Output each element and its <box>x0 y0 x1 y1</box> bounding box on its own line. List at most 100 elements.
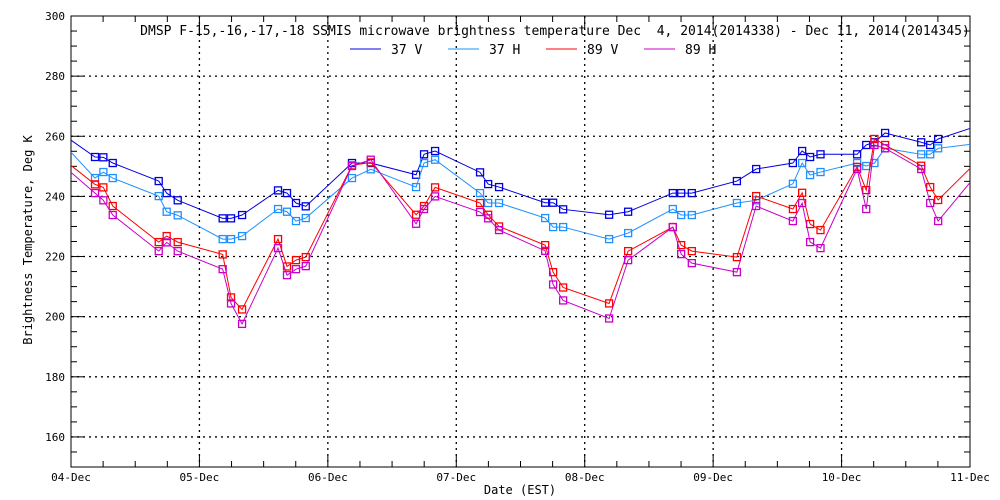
data-point <box>917 138 926 147</box>
data-point <box>862 140 871 150</box>
y-tick-label: 300 <box>45 10 65 23</box>
y-tick-label: 160 <box>45 431 65 444</box>
series-line <box>70 144 971 325</box>
data-point <box>933 144 943 153</box>
x-tick-label: 11-Dec <box>950 471 990 484</box>
data-point <box>173 196 182 205</box>
legend-label: 89 V <box>587 43 618 58</box>
data-point <box>604 314 614 323</box>
data-point <box>411 219 421 228</box>
data-point <box>805 152 815 162</box>
data-point <box>108 158 117 168</box>
data-point <box>475 207 485 217</box>
data-point <box>732 252 742 262</box>
data-point <box>237 319 247 329</box>
data-point <box>926 198 935 208</box>
data-point <box>419 158 429 168</box>
data-point <box>797 188 807 197</box>
data-point <box>90 188 100 198</box>
data-point <box>411 182 421 192</box>
data-point <box>870 140 879 150</box>
data-point <box>541 246 550 255</box>
data-point <box>933 134 943 144</box>
data-point <box>218 234 227 244</box>
data-point <box>291 198 301 208</box>
data-point <box>816 243 825 253</box>
data-point <box>483 198 493 208</box>
data-point <box>419 150 429 159</box>
data-point <box>173 246 182 256</box>
legend-label: 89 H <box>685 43 716 58</box>
data-point <box>430 192 440 201</box>
data-point <box>411 170 421 179</box>
data-point <box>108 210 117 220</box>
data-point <box>99 183 108 192</box>
data-point <box>475 168 485 177</box>
data-point <box>604 210 614 219</box>
data-point <box>732 268 742 277</box>
data-point <box>273 243 283 253</box>
data-point <box>880 144 890 153</box>
data-point <box>917 164 926 174</box>
series-37-h <box>70 143 971 244</box>
data-point <box>475 198 485 208</box>
data-point <box>162 238 171 247</box>
x-tick-label: 10-Dec <box>822 471 862 484</box>
data-point <box>226 299 236 308</box>
y-tick-label: 280 <box>45 70 65 83</box>
data-point <box>226 234 236 244</box>
data-point <box>926 182 935 192</box>
data-point <box>99 196 108 205</box>
y-tick-label: 200 <box>45 311 65 324</box>
series-89-v <box>70 134 971 314</box>
data-point <box>604 299 614 308</box>
data-point <box>301 252 310 262</box>
data-point <box>541 198 550 207</box>
y-axis-label: Brightness Temperature, Deg K <box>21 134 35 344</box>
data-point <box>788 216 798 226</box>
grid-lines <box>71 16 970 467</box>
data-point <box>548 222 558 232</box>
x-tick-label: 08-Dec <box>565 471 605 484</box>
data-point <box>687 258 696 268</box>
data-point <box>273 186 283 195</box>
data-point <box>494 225 504 235</box>
data-point <box>541 213 550 223</box>
data-point <box>558 222 568 232</box>
data-point <box>237 210 247 220</box>
x-tick-label: 09-Dec <box>693 471 733 484</box>
data-point <box>752 201 761 211</box>
data-point <box>548 268 558 277</box>
data-point <box>926 150 935 159</box>
data-point <box>933 216 943 226</box>
data-point <box>558 283 568 292</box>
y-tick-label: 240 <box>45 190 65 203</box>
x-tick-label: 04-Dec <box>51 471 91 484</box>
data-point <box>282 262 292 271</box>
data-point <box>430 155 440 164</box>
data-point <box>788 179 798 188</box>
data-point <box>852 150 862 159</box>
data-point <box>677 240 686 250</box>
data-point <box>90 152 100 162</box>
data-point <box>797 198 807 208</box>
data-point <box>226 293 236 302</box>
data-point <box>558 296 568 305</box>
data-point <box>90 180 100 189</box>
data-point <box>687 210 696 220</box>
data-point <box>162 188 171 198</box>
x-tick-label: 07-Dec <box>436 471 476 484</box>
data-point <box>917 150 926 159</box>
data-point <box>862 204 871 214</box>
data-point <box>291 265 301 274</box>
legend: 37 V 37 H 89 V 89 H <box>350 43 716 58</box>
data-point <box>154 237 163 247</box>
data-point <box>816 150 825 159</box>
data-point <box>291 216 301 226</box>
data-point <box>623 246 633 256</box>
series-line <box>70 138 971 311</box>
data-point <box>677 188 686 198</box>
data-point <box>752 164 761 174</box>
legend-label: 37 H <box>489 43 520 58</box>
data-point <box>291 255 301 265</box>
